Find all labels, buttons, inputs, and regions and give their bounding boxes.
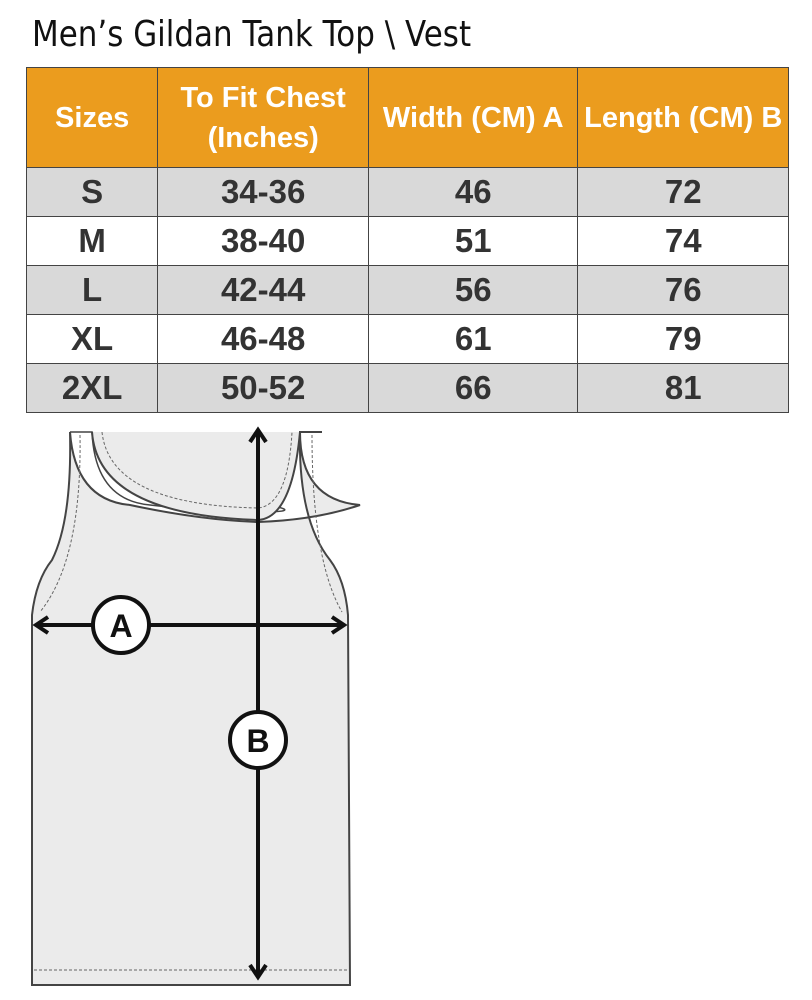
table-cell: 72 [577,167,789,217]
neckline [91,431,301,522]
header-width: Width (CM) A [368,67,579,168]
label-b: B [246,723,269,759]
table-cell: 46-48 [157,314,370,364]
table-cell: 46 [368,167,579,217]
header-length: Length (CM) B [577,67,789,168]
page-title: Men’s Gildan Tank Top \ Vest [32,14,472,55]
label-a-badge: A [91,595,151,655]
table-cell: XL [25,314,159,364]
table-row: XL 46-48 61 79 [25,314,789,364]
size-table: Sizes To Fit Chest (Inches) Width (CM) A… [25,67,789,413]
header-row: Sizes To Fit Chest (Inches) Width (CM) A… [25,67,789,168]
table-cell: 76 [577,265,789,315]
table-cell: 66 [368,363,579,413]
armhole-stitch [34,434,348,971]
label-a: A [109,608,132,644]
neckline-stitch [101,431,293,509]
tank-top-body [31,430,361,986]
table-cell: 56 [368,265,579,315]
table-cell: 79 [577,314,789,364]
table-cell: 42-44 [157,265,370,315]
length-arrow [248,426,268,981]
table-cell: 50-52 [157,363,370,413]
table-row: 2XL 50-52 66 81 [25,363,789,413]
header-sizes: Sizes [25,67,159,168]
table-cell: S [25,167,159,217]
table-cell: 61 [368,314,579,364]
table-cell: 38-40 [157,216,370,266]
table-cell: 81 [577,363,789,413]
table-cell: 2XL [25,363,159,413]
table-cell: 51 [368,216,579,266]
width-arrow [32,615,348,635]
table-row: L 42-44 56 76 [25,265,789,315]
header-chest: To Fit Chest (Inches) [157,67,370,168]
label-b-badge: B [228,710,288,770]
table-cell: 74 [577,216,789,266]
table-row: M 38-40 51 74 [25,216,789,266]
table-cell: M [25,216,159,266]
